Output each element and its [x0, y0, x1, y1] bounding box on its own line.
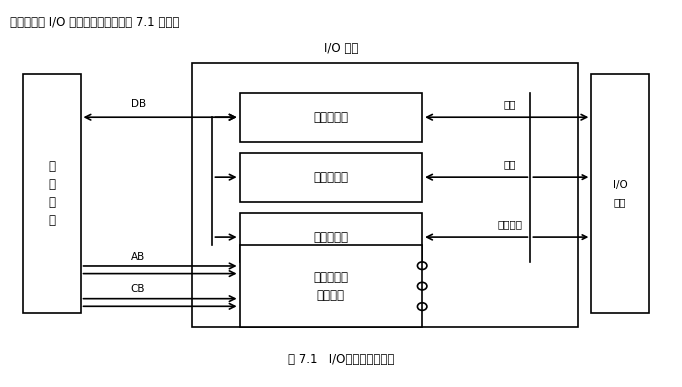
Bar: [239, 152, 422, 202]
Bar: [239, 245, 422, 327]
Text: 图 7.1   I/O接口的逻辑组成: 图 7.1 I/O接口的逻辑组成: [288, 353, 394, 366]
Bar: [239, 93, 422, 142]
Text: 状态寄存器: 状态寄存器: [313, 171, 349, 184]
Bar: [23, 74, 80, 313]
Bar: [192, 63, 578, 327]
Text: 状态: 状态: [504, 159, 516, 169]
Text: 数据: 数据: [504, 99, 516, 109]
Text: 控制命令: 控制命令: [498, 219, 522, 229]
Text: I/O 接口: I/O 接口: [324, 41, 358, 55]
Text: 控制寄存器: 控制寄存器: [313, 231, 349, 243]
Bar: [591, 74, 649, 313]
Text: CB: CB: [131, 284, 145, 294]
Text: 一个简单的 I/O 接口的逻辑组成如图 7.1 所示。: 一个简单的 I/O 接口的逻辑组成如图 7.1 所示。: [10, 16, 179, 29]
Text: 系
统
总
线: 系 统 总 线: [48, 160, 55, 227]
Text: I/O
设备: I/O 设备: [612, 180, 627, 207]
Text: 数据寄存器: 数据寄存器: [313, 111, 349, 124]
Text: DB: DB: [130, 99, 146, 109]
Text: 地址选择与
控制逻辑: 地址选择与 控制逻辑: [313, 271, 349, 301]
Text: AB: AB: [131, 252, 145, 262]
Bar: [239, 212, 422, 262]
